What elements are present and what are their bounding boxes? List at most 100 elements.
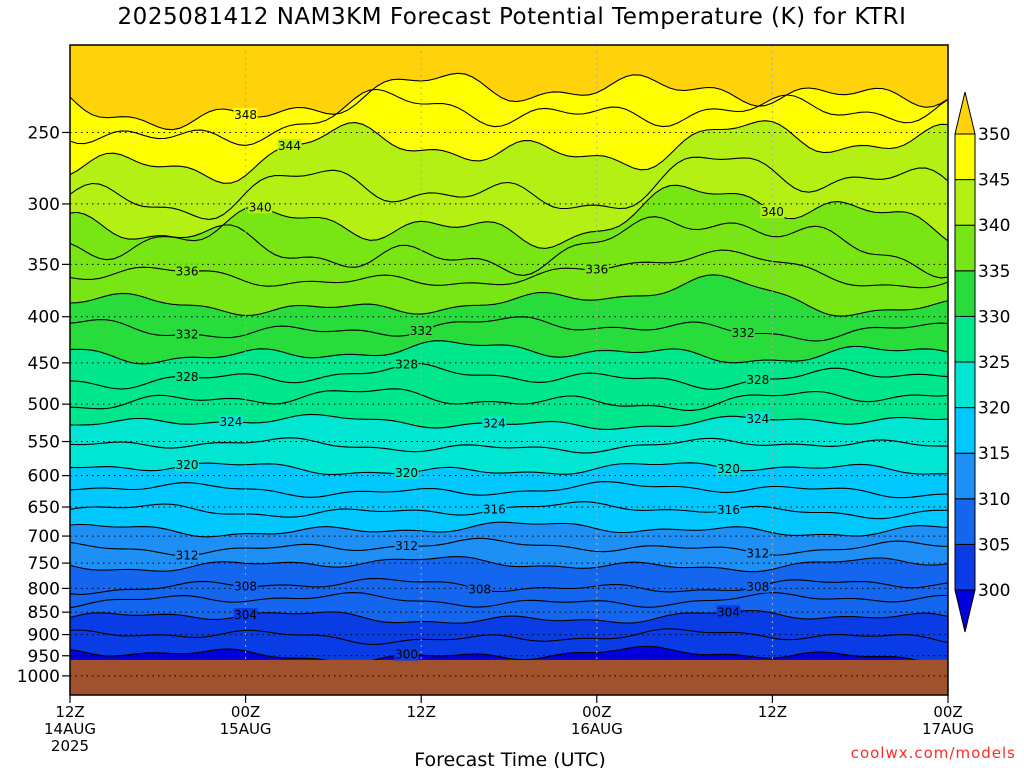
colorbar-tick-label: 340	[978, 216, 1010, 236]
contour-labels: 348 344 340 340 336 336 332 332 332 328 328 328 324 3…	[175, 107, 785, 662]
y-tick-label: 750	[28, 554, 60, 574]
y-tick-label: 550	[28, 433, 60, 453]
contour-label-bg	[175, 327, 200, 341]
contour-line-328	[70, 362, 948, 390]
contour-label: 328	[395, 357, 418, 371]
colorbar-swatch	[954, 315, 976, 363]
colorbar-tick-label: 310	[978, 490, 1010, 510]
contour-line-306	[70, 592, 948, 609]
contour-label-bg	[716, 503, 741, 517]
contour-label: 336	[585, 262, 608, 276]
contour-label: 300	[395, 648, 418, 662]
contour-label-bg	[175, 548, 200, 562]
contour-label-bg	[233, 579, 258, 593]
contour-label: 320	[176, 458, 199, 472]
x-tick-label: 00Z	[582, 703, 611, 721]
contour-label: 312	[746, 546, 769, 560]
contour-label: 324	[746, 412, 769, 426]
colorbar-swatch	[954, 270, 976, 317]
x-axis-label: Forecast Time (UTC)	[414, 749, 605, 768]
contour-label-bg	[394, 647, 419, 661]
contour-label-bg	[745, 372, 770, 386]
contour-label: 304	[717, 605, 740, 619]
contour-label-bg	[233, 607, 258, 621]
y-axis: 250 300 350 400 450 500 550 600 650 700 750 800 850 9…	[17, 123, 70, 687]
y-tick-label: 900	[28, 626, 60, 646]
colorbar-swatch	[954, 498, 976, 545]
contour-line-302	[70, 628, 948, 645]
y-tick-label: 1000	[17, 667, 60, 687]
colorbar-swatch	[954, 543, 976, 591]
contour-label: 324	[220, 415, 243, 429]
contour-label: 340	[249, 200, 272, 214]
y-tick-label: 400	[28, 308, 60, 328]
colorbar-tick-label: 320	[978, 399, 1010, 419]
terrain-fill	[70, 659, 948, 695]
contour-line-346	[70, 88, 948, 146]
contour-label-bg	[716, 605, 741, 619]
contour-label-bg	[731, 325, 756, 339]
contour-line-326	[70, 388, 948, 411]
x-tick-label: 00Z	[933, 703, 962, 721]
contour-label: 316	[717, 503, 740, 517]
contour-lines	[70, 72, 948, 665]
colorbar-tick-label: 330	[978, 307, 1010, 327]
contour-label-bg	[175, 369, 200, 383]
contour-label-bg	[482, 416, 507, 430]
contour-line-308	[70, 577, 948, 595]
colorbar-swatch	[954, 224, 976, 272]
contour-label: 304	[234, 608, 257, 622]
contour-line-304	[70, 609, 948, 624]
contour-label-bg	[745, 579, 770, 593]
x-tick-label: 14AUG	[44, 720, 96, 738]
contour-label: 340	[761, 205, 784, 219]
contour-label: 348	[234, 108, 257, 122]
contour-line-318	[70, 481, 948, 499]
contour-label-bg	[175, 264, 200, 278]
contour-label-bg	[716, 462, 741, 476]
y-tick-label: 600	[28, 467, 60, 487]
colorbar-swatch	[954, 133, 976, 181]
x-tick-label: 12Z	[407, 703, 436, 721]
contour-label: 308	[746, 580, 769, 594]
colorbar-swatch	[954, 407, 976, 454]
contour-label: 332	[410, 324, 433, 338]
contour-label-bg	[394, 357, 419, 371]
contour-label: 332	[176, 327, 199, 341]
contour-line-330	[70, 340, 948, 365]
contour-label: 316	[483, 503, 506, 517]
contour-line-342	[70, 156, 948, 220]
contour-line-332	[70, 316, 948, 342]
colorbar-arrow-high	[954, 91, 976, 135]
y-tick-label: 650	[28, 498, 60, 518]
contour-line-338	[70, 216, 948, 279]
chart-title: 2025081412 NAM3KM Forecast Potential Tem…	[117, 4, 907, 30]
contour-label: 332	[732, 326, 755, 340]
contour-label: 320	[395, 466, 418, 480]
contour-label-bg	[745, 411, 770, 425]
ground-surface	[70, 659, 948, 695]
x-tick-label: 2025	[51, 737, 89, 755]
contour-line-336	[70, 249, 948, 289]
contour-line-344	[70, 120, 948, 184]
contour-label-bg	[175, 457, 200, 471]
contour-label: 336	[176, 264, 199, 278]
plot-frame	[69, 44, 949, 696]
y-tick-label: 300	[28, 195, 60, 215]
contour-label: 312	[395, 539, 418, 553]
y-tick-label: 850	[28, 603, 60, 623]
y-tick-label: 800	[28, 579, 60, 599]
contour-label-bg	[467, 582, 492, 596]
contour-label-bg	[584, 262, 609, 276]
contour-label-bg	[409, 324, 434, 338]
colorbar-tick-label: 315	[978, 444, 1010, 464]
y-tick-label: 450	[28, 354, 60, 374]
contour-label: 328	[176, 370, 199, 384]
contour-line-314	[70, 521, 948, 538]
x-tick-label: 16AUG	[571, 720, 623, 738]
y-tick-label: 500	[28, 395, 60, 415]
colorbar-tick-label: 300	[978, 581, 1010, 601]
colorbar-swatch	[954, 179, 976, 226]
